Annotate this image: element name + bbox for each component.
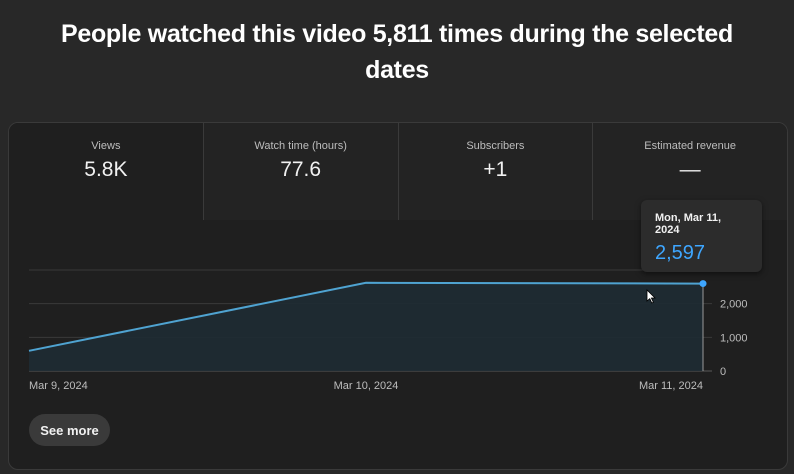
chart-area-fill [29, 282, 703, 371]
chart-tooltip: Mon, Mar 11, 2024 2,597 [641, 200, 762, 272]
tooltip-value: 2,597 [655, 242, 706, 264]
tab-subscribers-label: Subscribers [466, 140, 525, 152]
hover-data-point[interactable] [699, 280, 707, 288]
x-tick-label: Mar 9, 2024 [29, 380, 88, 392]
tab-views-value: 5.8K [84, 158, 128, 181]
x-tick-label: Mar 11, 2024 [639, 380, 703, 392]
page-title: People watched this video 5,811 times du… [60, 20, 733, 84]
tab-watch-time[interactable]: Watch time (hours) 77.6 [203, 123, 399, 220]
tab-subscribers[interactable]: Subscribers +1 [398, 123, 594, 220]
y-tick-label: 0 [720, 366, 726, 378]
tab-estimated-revenue-label: Estimated revenue [644, 140, 736, 152]
tooltip-date: Mon, Mar 11, 2024 [655, 212, 722, 236]
x-tick-labels: Mar 9, 2024 Mar 10, 2024 Mar 11, 2024 [29, 380, 703, 392]
y-tick-label: 2,000 [720, 299, 748, 311]
metric-tabs: Views 5.8K Watch time (hours) 77.6 Subsc… [9, 123, 787, 220]
y-tick-labels: 0 1,000 2,000 [720, 299, 748, 378]
y-tick-label: 1,000 [720, 332, 748, 344]
see-more-button[interactable]: See more [29, 414, 110, 446]
tab-watch-time-value: 77.6 [280, 158, 322, 181]
tab-views-label: Views [91, 140, 121, 152]
tab-estimated-revenue-value: — [679, 158, 701, 181]
tab-views[interactable]: Views 5.8K [9, 123, 204, 220]
x-tick-label: Mar 10, 2024 [334, 380, 399, 392]
chart-points [699, 280, 707, 288]
mouse-pointer-icon [646, 289, 656, 304]
tab-subscribers-value: +1 [483, 158, 508, 181]
chart-series-line [28, 281, 704, 352]
tab-watch-time-label: Watch time (hours) [254, 140, 347, 152]
